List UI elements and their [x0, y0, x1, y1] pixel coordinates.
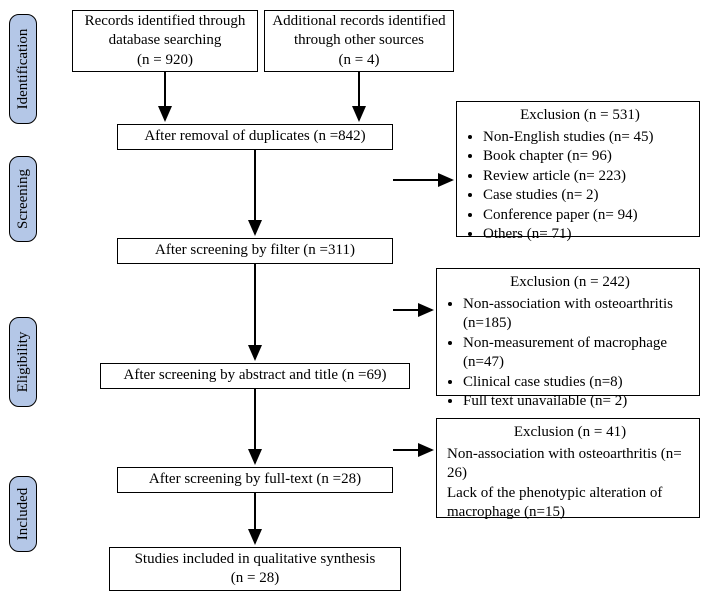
exclusion-title: Exclusion (n = 531): [467, 106, 693, 126]
stage-label-text: Included: [15, 488, 32, 540]
box-line: Studies included in qualitative synthesi…: [114, 550, 396, 570]
exclusion-item: Others (n= 71): [483, 225, 693, 245]
exclusion-item: Case studies (n= 2): [483, 186, 693, 206]
box-other-sources: Additional records identified through ot…: [264, 10, 454, 72]
box-db-search: Records identified through database sear…: [72, 10, 258, 72]
box-text: After removal of duplicates (n =842): [122, 127, 388, 147]
box-line: (n = 28): [114, 569, 396, 589]
box-after-duplicates: After removal of duplicates (n =842): [117, 124, 393, 150]
box-line: (n = 4): [269, 51, 449, 71]
exclusion-item: Conference paper (n= 94): [483, 206, 693, 226]
exclusion-item: Full text unavailable (n= 2): [463, 392, 693, 412]
box-line: database searching: [77, 31, 253, 51]
box-after-abstract: After screening by abstract and title (n…: [100, 363, 410, 389]
exclusion-item: Clinical case studies (n=8): [463, 373, 693, 393]
box-line: through other sources: [269, 31, 449, 51]
exclusion-box-1: Exclusion (n = 531) Non-English studies …: [456, 101, 700, 237]
stage-label-text: Screening: [15, 169, 32, 229]
stage-label-text: Identification: [15, 29, 32, 110]
stage-identification: Identification: [9, 14, 37, 124]
box-after-fulltext: After screening by full-text (n =28): [117, 467, 393, 493]
exclusion-title: Exclusion (n = 41): [447, 423, 693, 443]
box-text: After screening by filter (n =311): [122, 241, 388, 261]
box-line: Additional records identified: [269, 12, 449, 32]
stage-eligibility: Eligibility: [9, 317, 37, 407]
exclusion-item: Review article (n= 223): [483, 167, 693, 187]
box-text: After screening by full-text (n =28): [122, 470, 388, 490]
exclusion-title: Exclusion (n = 242): [447, 273, 693, 293]
stage-label-text: Eligibility: [15, 332, 32, 393]
box-after-filter: After screening by filter (n =311): [117, 238, 393, 264]
exclusion-box-3: Exclusion (n = 41) Non-association with …: [436, 418, 700, 518]
exclusion-item: Non-measurement of macrophage (n=47): [463, 334, 693, 373]
exclusion-item: Non-association with osteoarthritis (n=1…: [463, 295, 693, 334]
box-final-included: Studies included in qualitative synthesi…: [109, 547, 401, 591]
exclusion-list: Non-association with osteoarthritis (n=1…: [447, 295, 693, 412]
box-line: (n = 920): [77, 51, 253, 71]
box-line: Records identified through: [77, 12, 253, 32]
box-text: After screening by abstract and title (n…: [105, 366, 405, 386]
exclusion-line: Lack of the phenotypic alteration of mac…: [447, 484, 693, 523]
exclusion-item: Book chapter (n= 96): [483, 147, 693, 167]
exclusion-list: Non-English studies (n= 45) Book chapter…: [467, 128, 693, 245]
exclusion-line: Non-association with osteoarthritis (n= …: [447, 445, 693, 484]
stage-screening: Screening: [9, 156, 37, 242]
exclusion-box-2: Exclusion (n = 242) Non-association with…: [436, 268, 700, 396]
stage-included: Included: [9, 476, 37, 552]
exclusion-item: Non-English studies (n= 45): [483, 128, 693, 148]
